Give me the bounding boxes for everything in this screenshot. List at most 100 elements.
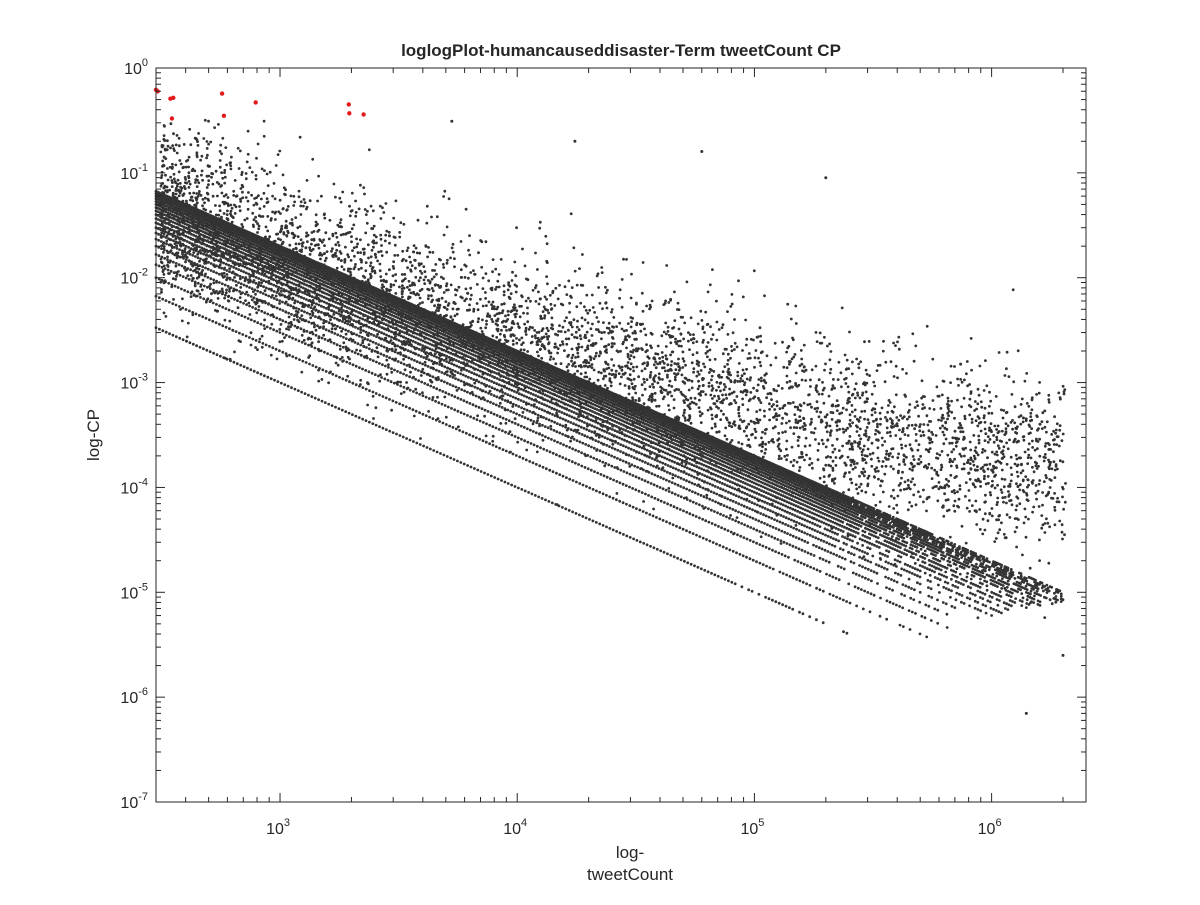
band-point	[506, 408, 510, 412]
band-point	[462, 380, 466, 384]
band-point	[803, 513, 807, 516]
band-point	[596, 471, 600, 475]
band-point	[539, 446, 542, 450]
band-point	[356, 315, 360, 319]
band-point	[965, 575, 969, 579]
band-point	[654, 447, 658, 450]
band-point	[674, 467, 678, 471]
band-point	[294, 293, 298, 297]
band-point	[575, 407, 579, 411]
band-point	[640, 446, 644, 450]
band-point	[338, 344, 342, 348]
band-point	[390, 335, 393, 339]
band-point	[927, 586, 930, 589]
band-point	[486, 473, 490, 476]
band-point	[979, 609, 982, 613]
band-point	[946, 581, 950, 585]
band-point	[662, 550, 666, 554]
band-point	[751, 558, 755, 562]
band-point	[553, 439, 556, 443]
band-point	[497, 383, 501, 387]
band-point	[637, 476, 641, 480]
band-point	[667, 480, 671, 483]
band-point	[584, 407, 588, 410]
band-point	[587, 412, 591, 416]
band-point	[344, 297, 347, 300]
band-point	[303, 310, 306, 314]
band-point	[482, 358, 486, 361]
band-point	[559, 400, 563, 404]
band-point	[320, 304, 323, 308]
band-point	[578, 440, 582, 444]
band-point	[690, 463, 694, 466]
band-point	[616, 417, 620, 421]
band-point	[942, 585, 946, 589]
band-point	[364, 387, 368, 391]
band-point	[810, 503, 814, 506]
band-point	[954, 580, 958, 583]
band-point	[720, 482, 724, 485]
band-point	[944, 570, 948, 574]
band-point	[544, 467, 548, 471]
band-point	[845, 526, 849, 530]
band-point	[733, 482, 737, 486]
band-point	[515, 385, 518, 389]
band-point	[688, 467, 692, 471]
band-point	[842, 541, 846, 545]
band-point	[501, 416, 505, 420]
band-point	[853, 535, 857, 539]
band-point	[310, 295, 314, 299]
band-point	[256, 258, 260, 262]
band-point	[751, 516, 755, 520]
band-point	[798, 610, 801, 614]
band-point	[351, 413, 354, 416]
band-point	[171, 302, 175, 305]
band-point	[826, 550, 830, 553]
band-point	[556, 440, 559, 444]
band-point	[792, 499, 796, 502]
band-point	[682, 496, 686, 500]
band-point	[315, 302, 318, 306]
band-point	[812, 508, 816, 511]
band-point	[1048, 598, 1052, 602]
band-point	[575, 417, 579, 421]
band-point	[483, 367, 487, 370]
band-point	[898, 560, 902, 564]
band-point	[569, 404, 572, 408]
band-point	[581, 483, 585, 487]
band-point	[910, 587, 913, 590]
band-point	[262, 324, 266, 327]
band-point	[500, 479, 503, 482]
band-point	[757, 479, 761, 483]
band-point	[797, 497, 801, 501]
band-point	[670, 459, 674, 463]
band-point	[272, 290, 276, 293]
band-point	[768, 524, 772, 528]
band-point	[655, 484, 659, 488]
band-point	[708, 497, 712, 501]
band-point	[281, 309, 285, 312]
band-point	[742, 513, 746, 516]
band-point	[676, 483, 680, 487]
band-point	[631, 487, 634, 490]
band-point	[731, 518, 734, 521]
band-point	[533, 412, 537, 416]
band-point	[1005, 602, 1008, 606]
band-point	[671, 473, 675, 476]
band-point	[459, 379, 463, 383]
band-point	[479, 369, 482, 373]
band-point	[176, 235, 180, 239]
band-point	[350, 299, 354, 303]
band-point	[628, 441, 631, 444]
band-point	[372, 334, 376, 337]
band-point	[253, 265, 257, 269]
band-point	[936, 608, 940, 612]
band-point	[715, 479, 719, 483]
band-point	[426, 365, 430, 368]
band-point	[359, 303, 362, 307]
band-point	[973, 593, 977, 597]
band-point	[385, 346, 389, 350]
band-point	[393, 368, 396, 372]
band-point	[897, 537, 900, 541]
band-point	[592, 414, 595, 418]
